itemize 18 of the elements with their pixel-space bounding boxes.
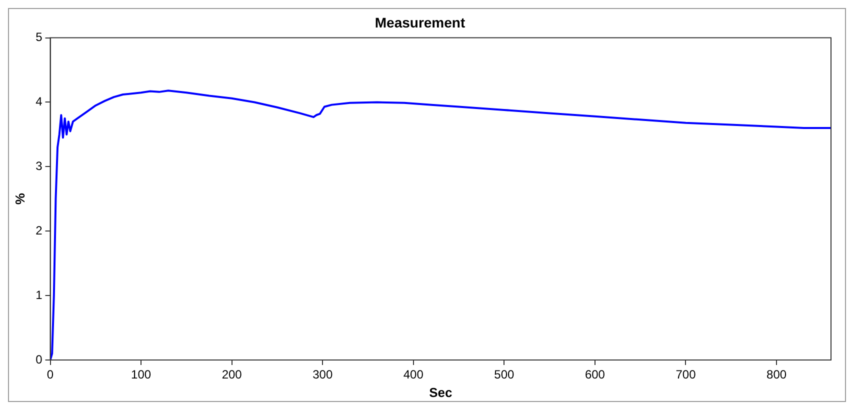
x-tick-label: 500 — [494, 368, 515, 382]
y-tick-label: 1 — [36, 288, 43, 302]
x-tick-label: 400 — [403, 368, 424, 382]
x-axis-title: Sec — [429, 384, 452, 400]
x-tick-label: 0 — [46, 368, 54, 382]
y-tick-label: 0 — [36, 352, 43, 366]
y-tick-label: 3 — [36, 158, 43, 173]
y-tick-label: 2 — [36, 223, 43, 238]
x-tick-label: 300 — [312, 368, 333, 382]
y-axis-title: % — [12, 192, 28, 205]
y-tick-label: 4 — [36, 94, 43, 109]
x-tick-label: 700 — [676, 368, 696, 382]
chart-title: Measurement — [374, 14, 466, 30]
x-tick-label: 800 — [766, 368, 787, 382]
x-tick-label: 600 — [584, 368, 606, 382]
x-tick-label: 200 — [222, 368, 242, 382]
x-tick-label: 100 — [131, 368, 152, 382]
y-tick-label: 5 — [36, 30, 43, 44]
